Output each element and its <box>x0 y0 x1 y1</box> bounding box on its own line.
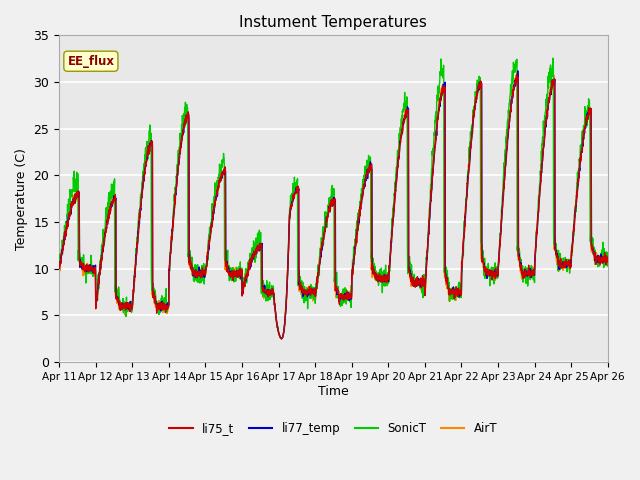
Y-axis label: Temperature (C): Temperature (C) <box>15 148 28 250</box>
X-axis label: Time: Time <box>318 384 349 397</box>
Text: EE_flux: EE_flux <box>67 55 115 68</box>
Legend: li75_t, li77_temp, SonicT, AirT: li75_t, li77_temp, SonicT, AirT <box>164 417 502 439</box>
Title: Instument Temperatures: Instument Temperatures <box>239 15 428 30</box>
